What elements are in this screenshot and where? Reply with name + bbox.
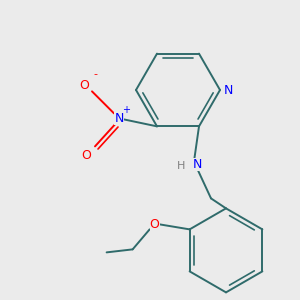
Text: N: N	[223, 83, 233, 97]
Text: +: +	[122, 105, 130, 116]
Text: O: O	[150, 218, 160, 231]
Text: N: N	[192, 158, 202, 171]
Text: N: N	[114, 112, 124, 125]
Text: H: H	[177, 161, 185, 171]
Text: -: -	[93, 69, 97, 80]
Text: O: O	[81, 149, 91, 162]
Text: O: O	[79, 79, 89, 92]
